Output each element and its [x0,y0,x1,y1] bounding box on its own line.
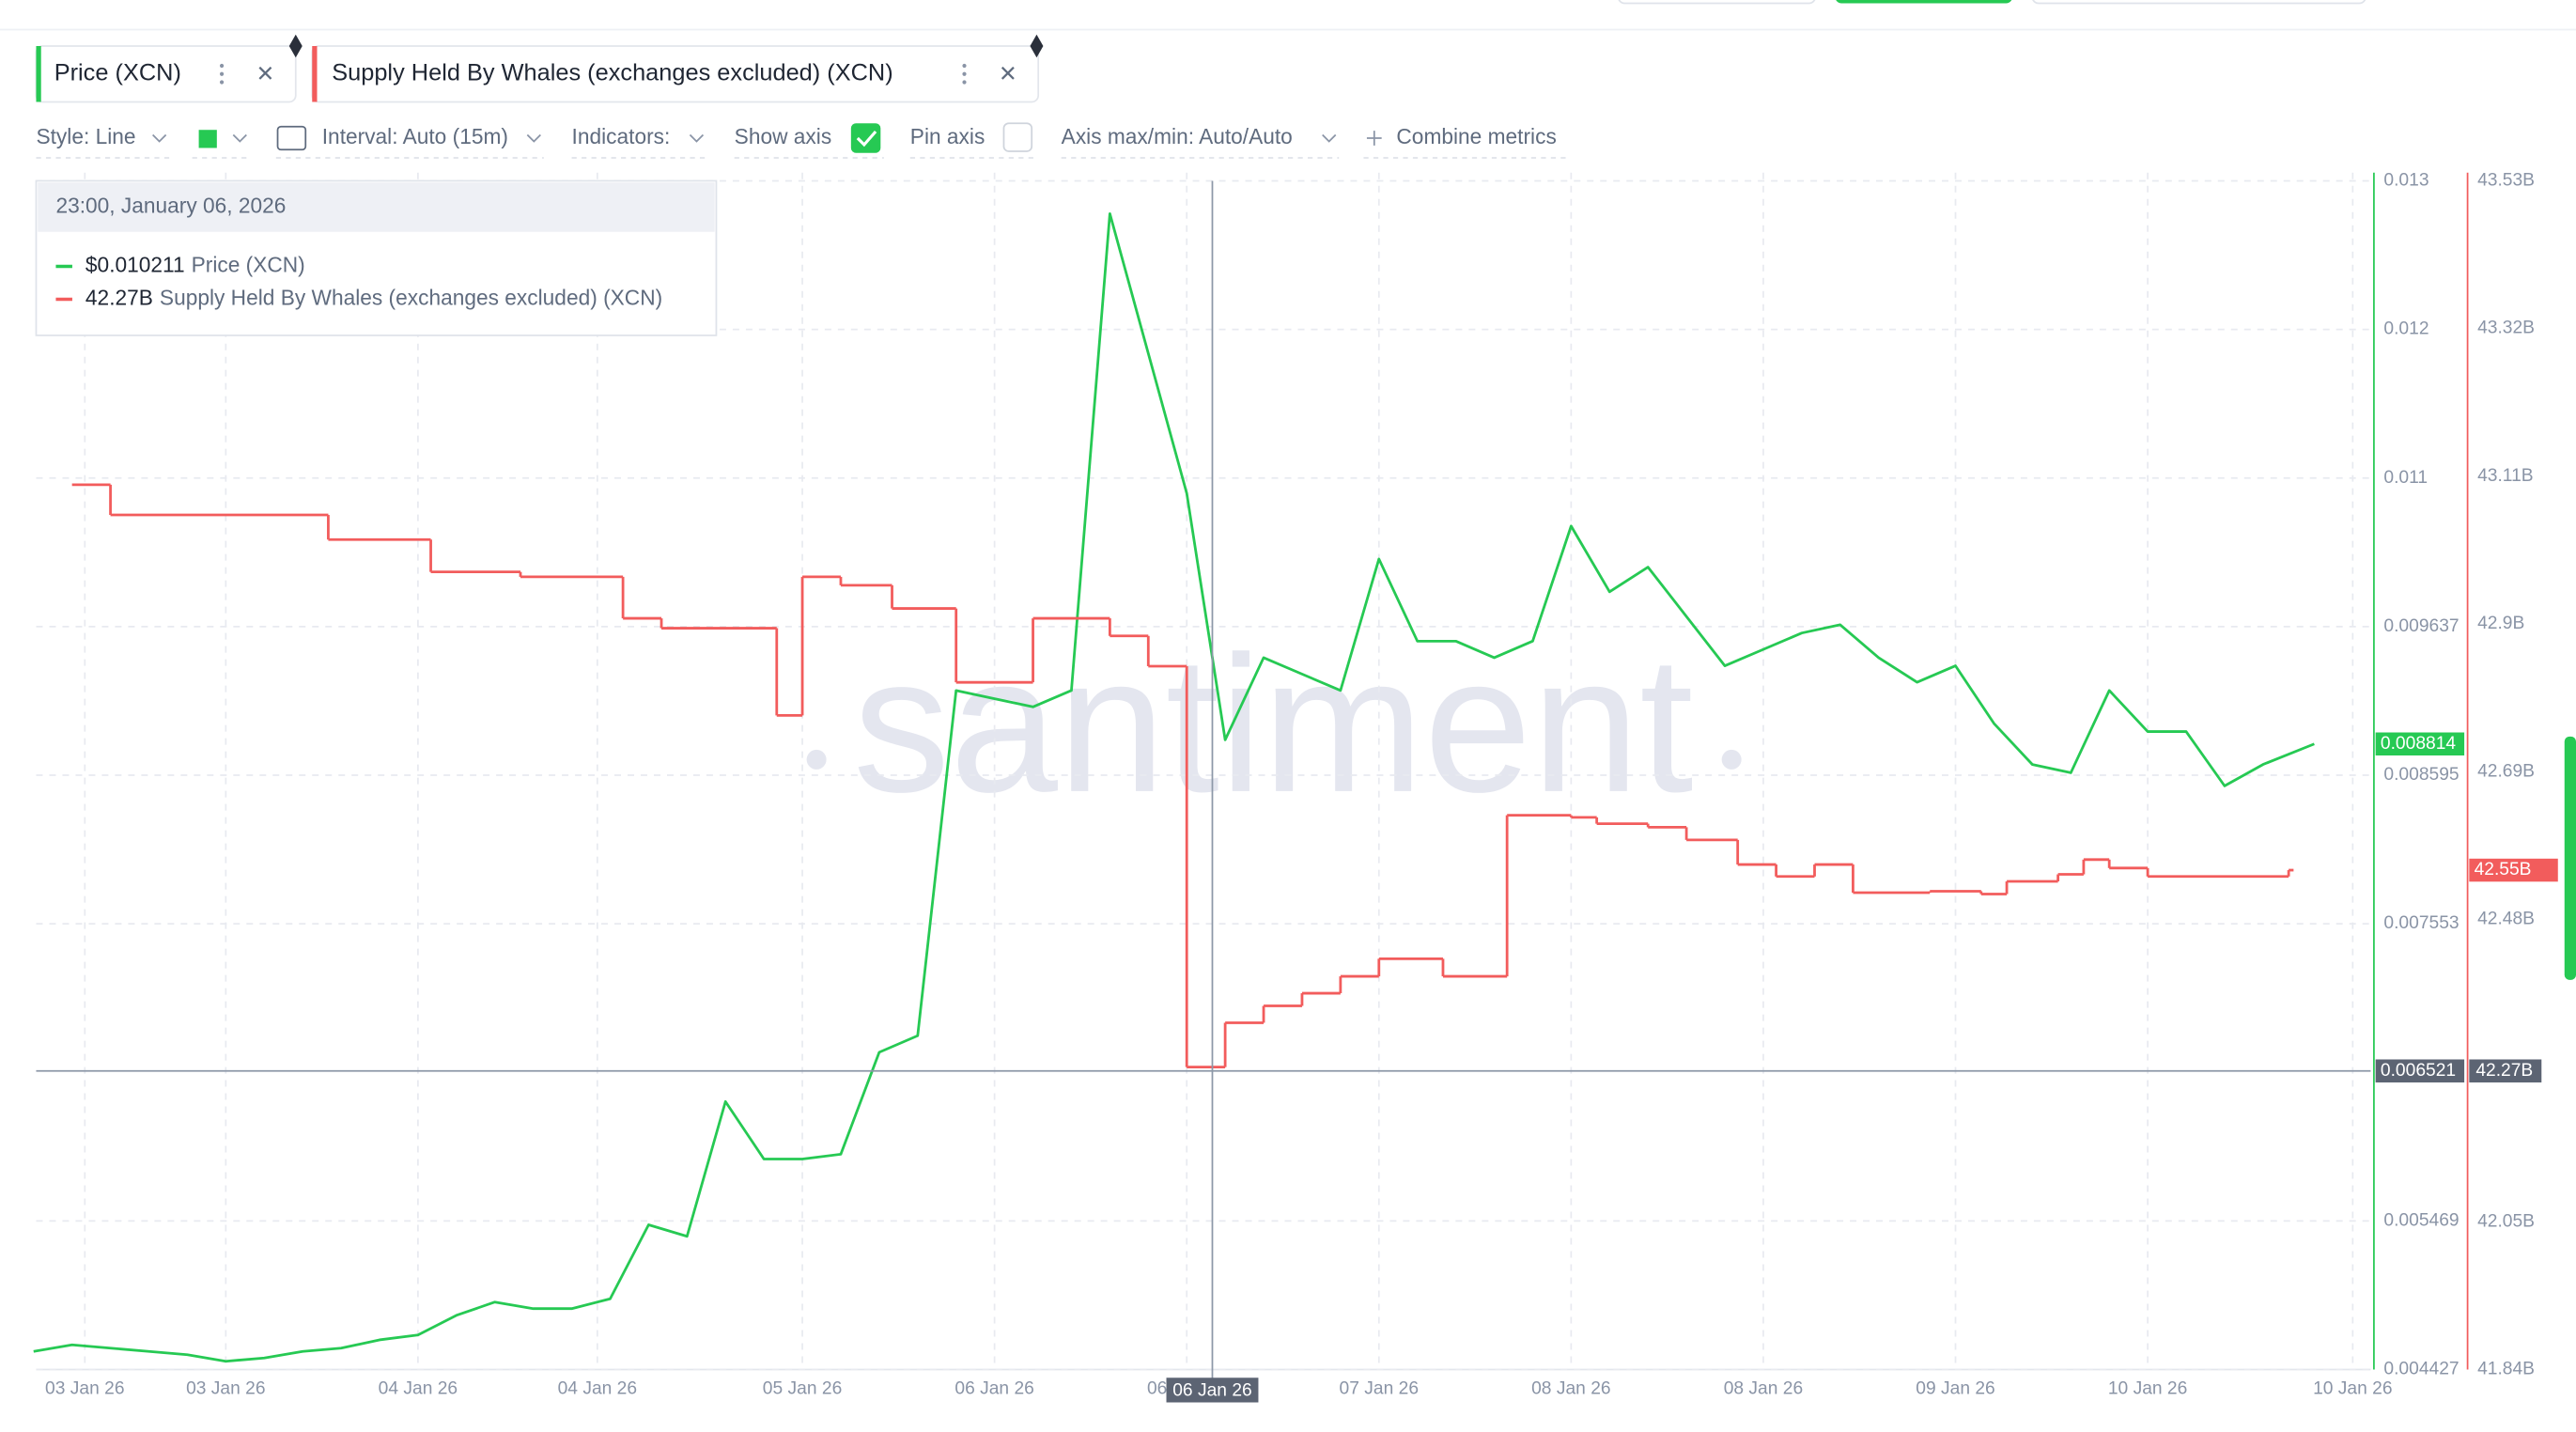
y2-tick-label: 42.48B [2477,910,2535,929]
y2-tick-label: 42.9B [2477,614,2524,633]
overlay: 0.008814 42.55B 06 Jan 26 0.006521 42.27B [36,180,2558,1403]
axis-maxmin-select[interactable]: Axis max/min: Auto/Auto [1062,124,1293,148]
show-axis-checkbox[interactable] [850,123,881,153]
x-tick-label: 04 Jan 26 [379,1379,458,1399]
x-tick-label: 07 Jan 26 [1340,1379,1419,1399]
cursor-y2-label: 42.27B [2475,1061,2533,1081]
y-tick-label: 0.008595 [2383,765,2459,785]
y2-tick-label: 42.05B [2477,1211,2535,1231]
top-button[interactable] [1835,0,2012,4]
y2-tick-label: 43.53B [2477,171,2535,191]
watermark: santiment [806,615,1742,833]
interval-icon [276,125,307,151]
scroll-handle[interactable] [2564,736,2576,980]
x-tick-label: 08 Jan 26 [1724,1379,1803,1399]
cursor-x-badge [1166,1378,1259,1403]
x-tick-label: 08 Jan 26 [1531,1379,1610,1399]
pin-axis-checkbox[interactable] [1002,122,1033,152]
cursor-y-label: 0.006521 [2381,1061,2456,1081]
last-value-badge [2375,732,2465,756]
grid: 03 Jan 26 03 Jan 26 04 Jan 26 04 Jan 26 05 J… [36,171,2535,1399]
last-value-label: 0.008814 [2381,734,2457,754]
show-axis-label[interactable]: Show axis [735,124,832,148]
style-select[interactable]: Style: Line [36,124,135,148]
cursor-y-badge [2375,1059,2465,1082]
tooltip: 23:00, January 06, 2026 $0.010211 Price … [35,179,718,336]
x-tick-label: 03 Jan 26 [45,1379,124,1399]
x-tick-label: 04 Jan 26 [558,1379,637,1399]
pin-axis-label[interactable]: Pin axis [910,124,985,148]
y2-tick-label: 41.84B [2477,1360,2535,1379]
chip-label: Supply Held By Whales (exchanges exclude… [332,59,892,86]
y2-tick-label: 43.11B [2477,466,2534,486]
x-tick-label: 09 Jan 26 [1916,1379,1994,1399]
interval-select[interactable]: Interval: Auto (15m) [322,124,508,148]
series-line [33,211,2315,1363]
cursor-x-label: 06 Jan 26 [1172,1380,1251,1400]
top-button[interactable] [1618,0,1816,5]
y-tick-label: 0.011 [2383,468,2428,488]
y-tick-label: 0.004427 [2383,1360,2459,1379]
y-tick-label: 0.009637 [2383,616,2459,636]
watermark-text: santiment [853,615,1694,833]
tooltip-title: 23:00, January 06, 2026 [55,193,286,217]
x-tick-label: 05 Jan 26 [763,1379,842,1399]
x-tick-label: 03 Jan 26 [186,1379,265,1399]
metric-chip[interactable]: Supply Held By Whales (exchanges exclude… [311,34,1044,103]
y2-tick-label: 42.69B [2477,761,2535,781]
y-tick-label: 0.012 [2383,319,2429,339]
cursor-y2-badge [2469,1059,2542,1082]
chip-label: Price (XCN) [54,59,181,86]
tooltip-name: Supply Held By Whales (exchanges exclude… [160,285,662,309]
tooltip-name: Price (XCN) [192,252,305,276]
combine-metrics[interactable]: Combine metrics [1396,124,1556,148]
y-tick-label: 0.013 [2383,171,2429,191]
color-select[interactable] [198,130,217,148]
x-tick-label: 06 Jan 26 [954,1379,1033,1399]
plot [33,211,2315,1363]
tooltip-value: 42.27B [85,285,153,309]
last-value-badge [2469,858,2558,882]
y2-tick-label: 43.32B [2477,319,2535,338]
metric-chip[interactable]: Price (XCN) [35,34,303,103]
top-button[interactable] [2032,0,2367,5]
x-tick-label: 10 Jan 26 [2108,1379,2187,1399]
x-tick-label: 10 Jan 26 [2313,1379,2392,1399]
indicators-select[interactable]: Indicators: [572,124,671,148]
y-tick-label: 0.005469 [2383,1210,2459,1230]
tooltip-value: $0.010211 [85,252,185,276]
y-tick-label: 0.007553 [2383,913,2459,933]
last-value-label: 42.55B [2475,860,2532,879]
toolbar: Style: Line Interval: Auto (15m) Indicat… [36,122,1566,159]
